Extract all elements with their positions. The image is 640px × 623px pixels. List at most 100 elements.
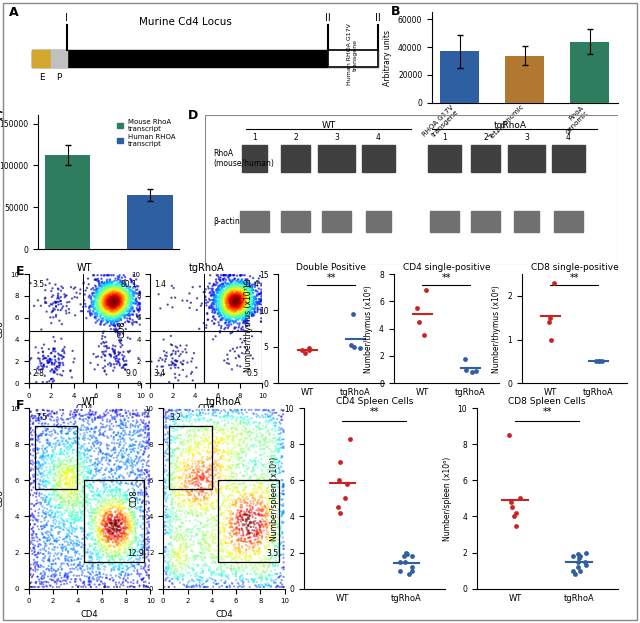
Point: [241, 461, 252, 471]
Point: [89, 518, 99, 528]
Point: [103, 299, 113, 309]
Point: [58, 467, 68, 477]
Point: [92, 284, 102, 294]
Point: [108, 554, 118, 564]
Point: [114, 295, 124, 305]
Point: [104, 556, 115, 566]
Point: [60, 484, 70, 494]
Point: [225, 313, 235, 323]
Point: [179, 462, 189, 472]
Point: [205, 303, 216, 313]
Point: [243, 520, 253, 530]
Point: [49, 535, 60, 545]
Point: [115, 307, 125, 317]
Point: [228, 432, 238, 442]
Point: [204, 302, 214, 312]
Point: [58, 525, 68, 535]
Point: [112, 582, 122, 592]
Point: [225, 538, 236, 548]
Point: [122, 292, 132, 302]
Point: [96, 287, 106, 297]
Point: [225, 581, 235, 591]
Point: [172, 490, 182, 500]
Point: [212, 492, 223, 502]
Point: [229, 291, 239, 301]
Point: [184, 417, 195, 427]
Point: [250, 494, 260, 504]
Point: [122, 493, 132, 503]
Point: [113, 281, 124, 291]
Point: [198, 487, 208, 497]
Point: [98, 293, 108, 303]
Point: [257, 518, 267, 528]
Point: [225, 294, 236, 304]
Point: [90, 513, 100, 523]
Point: [253, 499, 263, 509]
Point: [98, 515, 108, 525]
Point: [54, 359, 65, 369]
Point: [79, 577, 89, 587]
Point: [229, 299, 239, 309]
Point: [229, 274, 239, 284]
Point: [173, 472, 184, 482]
Point: [54, 316, 65, 326]
Point: [31, 529, 41, 539]
Point: [144, 406, 154, 416]
Point: [87, 548, 97, 558]
Point: [40, 297, 51, 307]
Point: [85, 553, 95, 563]
Point: [260, 557, 271, 567]
Point: [245, 299, 255, 309]
Point: [86, 552, 97, 562]
Point: [105, 523, 115, 533]
Point: [61, 545, 72, 554]
Point: [113, 273, 124, 283]
Point: [94, 568, 104, 578]
Point: [212, 440, 222, 450]
Point: [225, 282, 235, 292]
Point: [102, 508, 112, 518]
Point: [124, 523, 134, 533]
Point: [207, 574, 218, 584]
Point: [44, 490, 54, 500]
Point: [140, 412, 150, 422]
Point: [87, 495, 97, 505]
Point: [132, 476, 143, 486]
Point: [99, 516, 109, 526]
Bar: [328, 50, 378, 67]
Point: [269, 545, 279, 554]
Point: [103, 287, 113, 297]
Point: [115, 536, 125, 546]
Point: [276, 452, 286, 462]
Point: [118, 513, 129, 523]
Point: [118, 293, 128, 303]
Point: [222, 432, 232, 442]
Point: [225, 304, 235, 314]
Point: [264, 570, 274, 580]
Point: [125, 440, 135, 450]
Point: [52, 409, 62, 419]
Point: [42, 429, 52, 439]
Point: [143, 412, 153, 422]
Point: [111, 313, 121, 323]
Point: [177, 295, 188, 305]
Point: [237, 413, 247, 423]
Point: [219, 282, 229, 292]
Point: [93, 351, 103, 361]
Point: [103, 490, 113, 500]
Point: [115, 289, 125, 299]
Point: [255, 441, 265, 451]
Point: [184, 432, 194, 442]
Point: [188, 459, 198, 468]
Point: [246, 516, 256, 526]
Point: [104, 532, 114, 542]
Point: [95, 497, 105, 506]
Point: [118, 430, 129, 440]
Point: [227, 290, 237, 300]
Point: [243, 287, 253, 297]
Point: [278, 563, 289, 573]
Point: [32, 557, 42, 567]
Point: [113, 521, 123, 531]
Point: [208, 298, 218, 308]
Point: [63, 497, 74, 507]
